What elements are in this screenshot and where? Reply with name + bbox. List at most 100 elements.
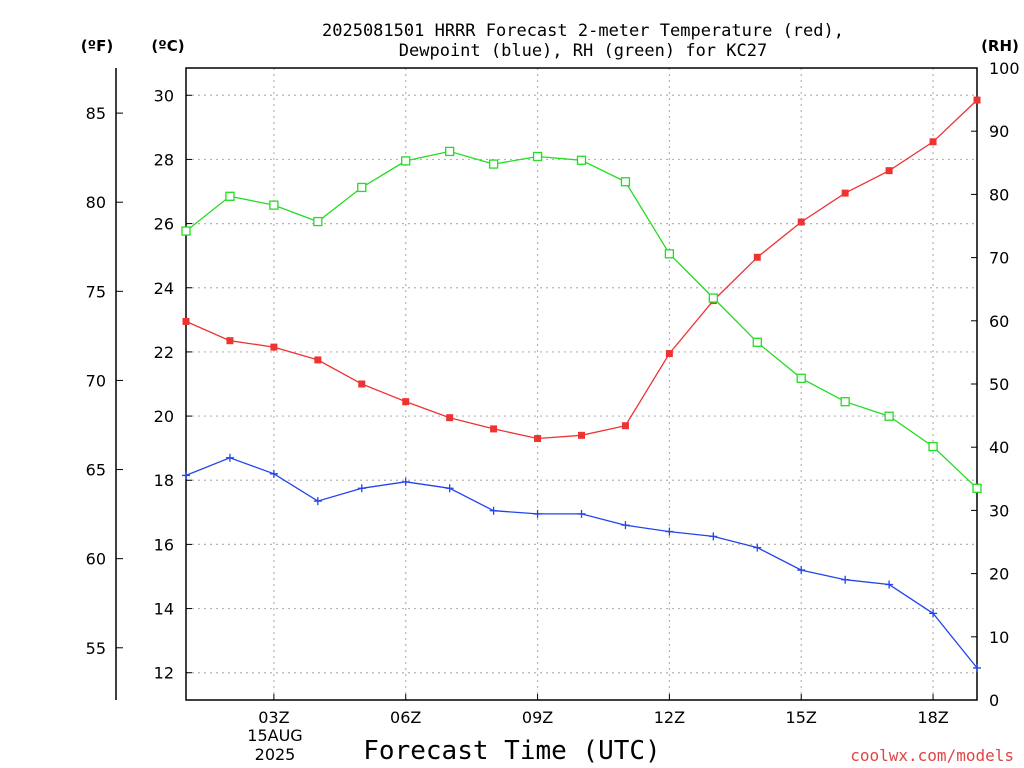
rh-point <box>840 397 850 407</box>
rh-tick-label: 100 <box>989 59 1020 78</box>
rh-point <box>532 151 543 162</box>
dewpoint-point <box>797 566 806 575</box>
dewpoint-point <box>665 527 674 536</box>
rh-tick-label: 60 <box>989 312 1009 331</box>
temperature-point <box>490 425 498 433</box>
dewpoint-point <box>313 497 322 506</box>
rh-unit-label: (RH) <box>981 37 1019 55</box>
dewpoint-point <box>225 453 234 462</box>
rh-point <box>708 293 718 303</box>
dewpoint-point <box>445 484 454 493</box>
rh-point <box>796 373 806 383</box>
dewpoint-point <box>929 609 938 618</box>
dewpoint-point <box>885 580 894 589</box>
temperature-point <box>270 343 278 351</box>
credit-link[interactable]: coolwx.com/models <box>850 746 1014 765</box>
temperature-point <box>226 337 234 345</box>
celsius-tick-label: 14 <box>154 600 174 619</box>
dewpoint-point <box>489 506 498 515</box>
temperature-point <box>358 380 366 388</box>
rh-point <box>972 483 982 493</box>
fahrenheit-tick-label: 80 <box>86 193 106 212</box>
dewpoint-point <box>401 477 410 486</box>
temperature-point <box>973 96 981 104</box>
x-tick-label: 06Z <box>390 708 421 727</box>
date-label-year: 2025 <box>255 745 296 764</box>
celsius-tick-label: 12 <box>154 664 174 683</box>
x-tick-label: 12Z <box>654 708 685 727</box>
temperature-point <box>621 422 629 430</box>
rh-point <box>313 216 323 227</box>
rh-point <box>401 156 411 166</box>
rh-tick-label: 30 <box>989 501 1009 520</box>
rh-tick-label: 80 <box>989 185 1009 204</box>
data-series <box>181 96 982 672</box>
rh-point <box>181 226 191 236</box>
celsius-tick-label: 20 <box>154 407 174 426</box>
dewpoint-series <box>182 453 981 672</box>
rh-series <box>181 146 982 493</box>
dewpoint-point <box>182 471 190 480</box>
temperature-line <box>185 99 978 440</box>
celsius-tick-label: 26 <box>154 215 174 234</box>
date-label-day: 15AUG <box>247 726 302 745</box>
rh-point <box>357 182 367 193</box>
temperature-point <box>182 317 190 325</box>
rh-tick-label: 90 <box>989 122 1009 141</box>
dewpoint-point <box>709 532 718 541</box>
dewpoint-point <box>577 509 586 518</box>
x-tick-label: 18Z <box>917 708 948 727</box>
x-tick-label: 03Z <box>258 708 289 727</box>
x-axis-title: Forecast Time (UTC) <box>363 736 660 766</box>
temperature-point <box>578 431 585 439</box>
rh-tick-label: 10 <box>989 628 1009 647</box>
temperature-series <box>182 96 981 443</box>
temperature-point <box>841 189 849 197</box>
chart-title-line-2: Dewpoint (blue), RH (green) for KC27 <box>399 41 767 61</box>
dewpoint-line <box>185 457 978 669</box>
celsius-unit-label: (ºC) <box>151 37 184 55</box>
x-tick-label: 15Z <box>786 708 817 727</box>
rh-point <box>664 249 675 259</box>
rh-point <box>884 411 894 421</box>
dewpoint-point <box>621 521 630 530</box>
dewpoint-point <box>533 509 542 518</box>
rh-point <box>928 441 938 452</box>
rh-tick-label: 50 <box>989 375 1009 394</box>
celsius-tick-label: 28 <box>154 150 174 169</box>
rh-point <box>269 200 279 210</box>
chart-title-line-1: 2025081501 HRRR Forecast 2-meter Tempera… <box>322 21 844 41</box>
temperature-point <box>314 356 322 364</box>
fahrenheit-tick-label: 65 <box>86 461 106 480</box>
dewpoint-point <box>269 469 278 478</box>
temperature-point <box>797 218 805 226</box>
rh-point <box>620 177 631 187</box>
fahrenheit-tick-label: 85 <box>86 104 106 123</box>
celsius-tick-label: 16 <box>154 535 174 554</box>
fahrenheit-tick-label: 60 <box>86 550 106 569</box>
temperature-point <box>885 167 893 175</box>
celsius-tick-label: 18 <box>154 471 174 490</box>
rh-tick-label: 0 <box>989 691 999 710</box>
rh-tick-label: 20 <box>989 565 1009 584</box>
rh-point <box>488 159 499 169</box>
temperature-point <box>402 398 410 406</box>
dewpoint-point <box>753 543 762 552</box>
fahrenheit-tick-label: 75 <box>86 282 106 301</box>
x-tick-label: 09Z <box>522 708 553 727</box>
rh-point <box>752 337 762 347</box>
dewpoint-point <box>841 575 850 584</box>
rh-point <box>576 155 587 165</box>
rh-tick-label: 70 <box>989 249 1009 268</box>
dewpoint-point <box>357 484 366 493</box>
celsius-tick-label: 30 <box>154 86 174 105</box>
celsius-tick-label: 24 <box>154 279 174 298</box>
axes: 12 14 16 18 20 22 24 26 28 30 03Z 06Z 09Z 12Z 15Z 18Z 55… <box>86 59 1020 727</box>
temperature-point <box>446 414 454 422</box>
rh-point <box>445 146 455 157</box>
celsius-tick-label: 22 <box>154 343 174 362</box>
rh-point <box>225 191 235 201</box>
temperature-point <box>665 350 673 358</box>
fahrenheit-unit-label: (ºF) <box>81 37 113 55</box>
